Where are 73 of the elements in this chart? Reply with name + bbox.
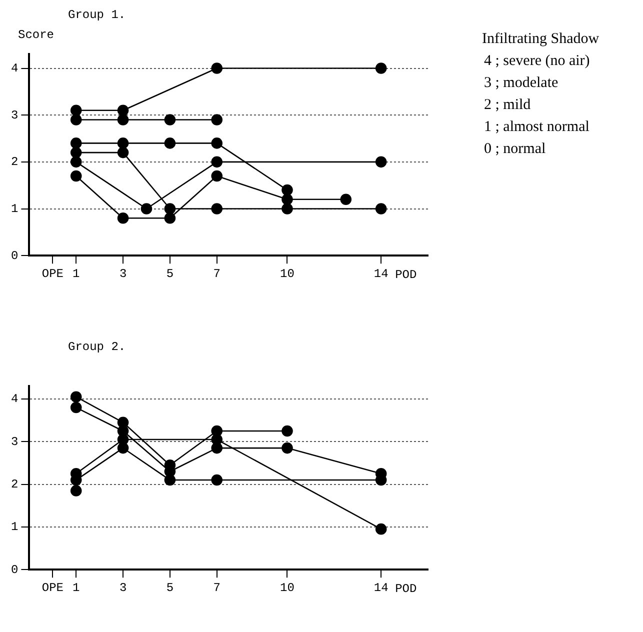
- point: [70, 156, 82, 168]
- x-tick-label: 14: [374, 580, 388, 595]
- point: [117, 146, 129, 158]
- x-axis-title: POD: [395, 582, 417, 596]
- point: [211, 474, 223, 486]
- text: 0 ; normal: [484, 140, 547, 159]
- y-tick-label: 3: [11, 108, 18, 122]
- point: [211, 156, 223, 168]
- x-tick-label: 3: [119, 580, 127, 595]
- x-tick-label: 7: [213, 580, 220, 595]
- y-tick-label: 0: [11, 562, 18, 577]
- point: [211, 138, 223, 149]
- point: [375, 203, 387, 214]
- point: [117, 416, 129, 428]
- point: [117, 104, 129, 116]
- point: [164, 138, 176, 149]
- chart-title: Group 2.: [68, 340, 127, 356]
- x-tick-label: OPE: [42, 580, 64, 595]
- point: [117, 212, 129, 224]
- text: Infiltrating Shadow: [482, 30, 600, 49]
- x-tick-label: 10: [280, 580, 294, 595]
- point: [70, 402, 82, 414]
- x-tick-label: 14: [374, 266, 388, 281]
- point: [164, 114, 176, 126]
- x-tick-label: 10: [280, 266, 294, 281]
- point: [70, 114, 82, 126]
- text: 4 ; severe (no air): [484, 52, 591, 71]
- point: [211, 62, 223, 74]
- y-tick-label: 0: [11, 248, 18, 263]
- point: [70, 485, 82, 496]
- point: [70, 104, 82, 116]
- x-tick-label: 3: [119, 266, 127, 281]
- point: [340, 194, 352, 206]
- x-tick-label: 5: [166, 580, 174, 595]
- y-tick-label: 1: [11, 202, 18, 216]
- x-tick-label: 7: [213, 266, 220, 281]
- x-tick-label: 1: [72, 580, 80, 595]
- y-tick-label: 4: [11, 392, 18, 406]
- point: [70, 138, 82, 149]
- point: [211, 442, 223, 454]
- point: [117, 114, 129, 126]
- point: [211, 203, 223, 214]
- point: [282, 442, 293, 454]
- chart-title: Group 1.: [68, 8, 127, 24]
- point: [211, 170, 223, 182]
- point: [117, 138, 129, 149]
- point: [375, 156, 387, 168]
- text: 1 ; almost normal: [484, 118, 590, 137]
- point: [375, 523, 387, 535]
- y-tick-label: 3: [11, 434, 18, 449]
- point: [164, 203, 176, 214]
- point: [211, 425, 223, 437]
- text: 2 ; mild: [484, 96, 532, 115]
- point: [140, 203, 152, 214]
- y-tick-label: 1: [11, 520, 18, 534]
- point: [282, 203, 293, 214]
- point: [282, 425, 293, 437]
- x-tick-label: 1: [72, 266, 80, 281]
- point: [164, 212, 176, 224]
- x-tick-label: OPE: [42, 266, 64, 281]
- x-tick-label: 5: [166, 266, 174, 281]
- point: [70, 170, 82, 182]
- point: [70, 146, 82, 158]
- point: [282, 184, 293, 196]
- point: [211, 114, 223, 126]
- y-tick-label: 2: [11, 477, 18, 492]
- point: [375, 62, 387, 74]
- x-axis-title: POD: [395, 268, 417, 282]
- y-tick-label: 4: [11, 61, 18, 76]
- y-tick-label: 2: [11, 155, 18, 170]
- point: [70, 391, 82, 403]
- y-axis-title: Score: [18, 28, 54, 42]
- text: 3 ; modelate: [484, 74, 560, 93]
